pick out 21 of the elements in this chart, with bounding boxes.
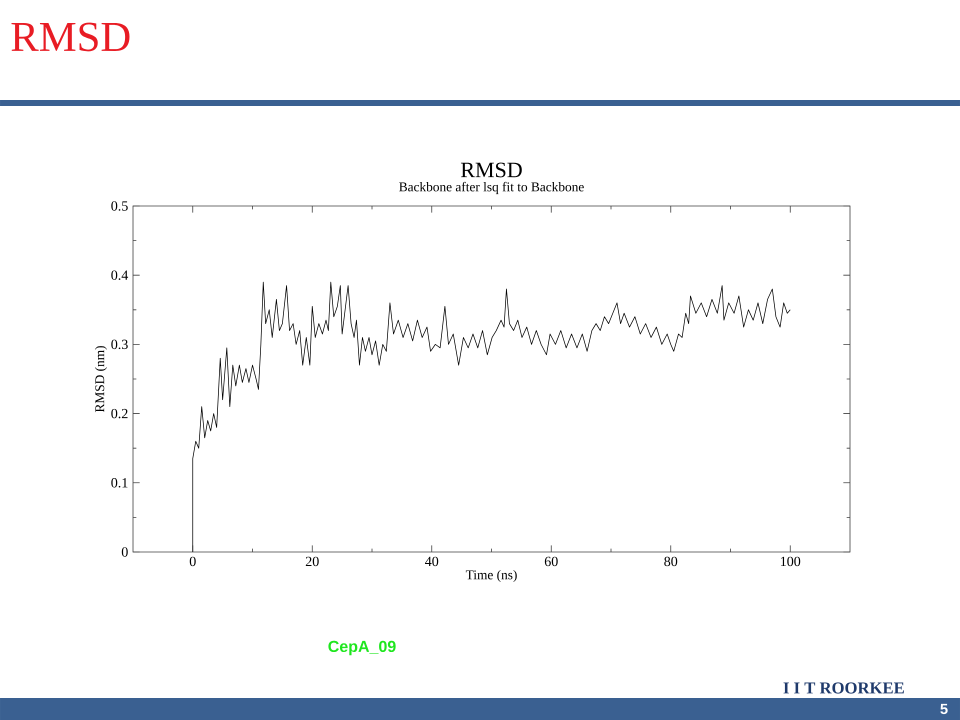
- chart-title: RMSD: [460, 162, 522, 178]
- text: I I T ROORKEE: [784, 682, 904, 694]
- x-axis-title: Time (ns): [466, 570, 517, 582]
- x-tick-label: 40: [425, 556, 438, 566]
- y-tick-label: 0.3: [111, 340, 128, 350]
- x-tick-label: 60: [544, 556, 558, 566]
- y-tick-label: 0.2: [111, 408, 128, 418]
- y-tick-label: 0: [122, 547, 128, 557]
- x-tick-label: 100: [780, 556, 800, 566]
- line-series: [192, 282, 791, 552]
- chart-subtitle: Backbone after lsq fit to Backbone: [399, 182, 584, 194]
- y-tick-label: 0.5: [111, 201, 128, 211]
- x-tick-label: 80: [664, 556, 678, 566]
- x-tick-label: 0: [190, 556, 196, 566]
- y-axis-title: RMSD (nm): [94, 346, 107, 412]
- text: CepA_09: [328, 640, 396, 656]
- text: RMSD: [12, 22, 130, 52]
- text: 5: [940, 704, 948, 714]
- y-tick-label: 0.1: [111, 478, 128, 488]
- x-tick-label: 20: [306, 556, 319, 566]
- y-tick-label: 0.4: [111, 270, 128, 280]
